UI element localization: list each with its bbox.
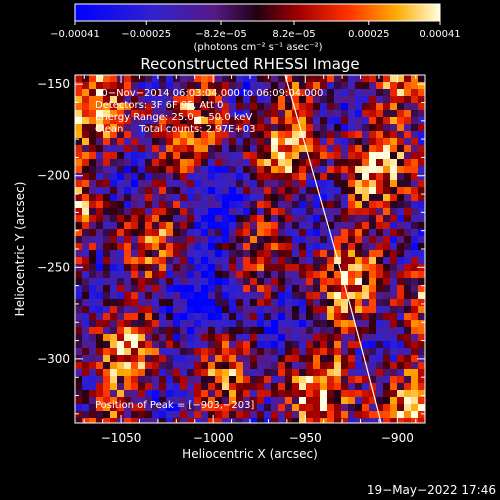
colorbar-tick-label: −0.00025: [121, 29, 171, 40]
colorbar-tick-label: 0.00025: [348, 29, 389, 40]
annotation-counts: Clean Total counts: 2.97E+03: [95, 124, 255, 135]
heatmap-image: [75, 75, 425, 423]
colorbar-tick-label: 0.00041: [419, 29, 460, 40]
colorbar-tick-label: −0.00041: [50, 29, 100, 40]
annotation-detectors: Detectors: 3F 6F 9F, Att 0: [95, 100, 223, 111]
annotations: 20−Nov−2014 06:03:04.000 to 06:09:04.000…: [95, 88, 323, 411]
x-tick-label: −950: [289, 431, 322, 445]
colorbar: [74, 3, 441, 22]
y-tick-label: −300: [37, 352, 70, 366]
plot-area: [74, 74, 426, 424]
x-axis-label: Heliocentric X (arcsec): [182, 447, 318, 461]
solar-limb-line: [284, 75, 382, 423]
colorbar-tick-label: 8.2e−05: [272, 29, 315, 40]
x-tick-label: −1000: [193, 431, 234, 445]
annotation-energy-range: Energy Range: 25.0 − 50.0 keV: [95, 112, 252, 123]
annotation-time-range: 20−Nov−2014 06:03:04.000 to 06:09:04.000: [95, 88, 323, 99]
colorbar-unit-label: (photons cm⁻² s⁻¹ asec⁻²): [193, 42, 322, 53]
chart-title: Reconstructed RHESSI Image: [140, 55, 359, 73]
x-tick-label: −1050: [101, 431, 142, 445]
date-stamp: 19−May−2022 17:46: [367, 483, 496, 497]
colorbar-ticks: −0.00041 −0.00025 −8.2e−05 8.2e−05 0.00025 0.…: [50, 21, 461, 40]
x-tick-label: −900: [381, 431, 414, 445]
y-tick-label: −250: [37, 260, 70, 274]
peak-position-label: Position of Peak = [−903,−203]: [95, 400, 254, 411]
x-axis: −1050 −1000 −950 −900: [83, 75, 417, 445]
y-tick-label: −150: [37, 77, 70, 91]
colorbar-tick-label: −8.2e−05: [195, 29, 247, 40]
y-tick-label: −200: [37, 169, 70, 183]
y-axis-label: Heliocentric Y (arcsec): [13, 182, 27, 317]
y-axis: −150 −200 −250 −300: [37, 77, 425, 415]
